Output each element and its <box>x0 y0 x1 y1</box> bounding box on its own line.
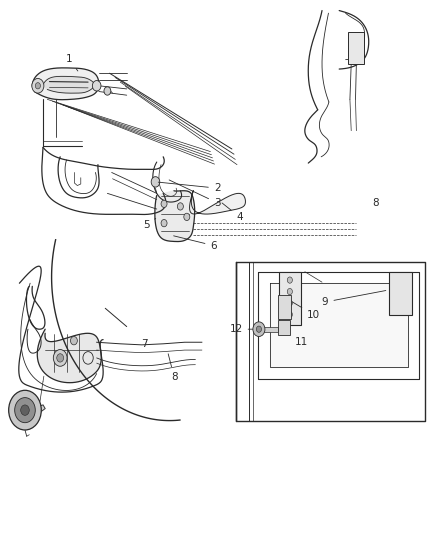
Text: 4: 4 <box>222 203 243 222</box>
Text: 8: 8 <box>373 198 379 208</box>
Polygon shape <box>270 283 408 367</box>
Circle shape <box>57 354 64 362</box>
Circle shape <box>287 288 293 295</box>
Circle shape <box>287 277 293 283</box>
Polygon shape <box>155 191 194 241</box>
Circle shape <box>161 220 167 227</box>
Polygon shape <box>32 68 99 100</box>
Circle shape <box>9 390 41 430</box>
Polygon shape <box>36 405 45 411</box>
Circle shape <box>15 398 35 423</box>
Text: 6: 6 <box>173 236 217 251</box>
Circle shape <box>32 78 44 93</box>
Circle shape <box>177 203 184 210</box>
Polygon shape <box>43 76 95 93</box>
Circle shape <box>287 300 293 306</box>
Bar <box>260 327 278 332</box>
Polygon shape <box>37 329 101 383</box>
Circle shape <box>184 213 190 221</box>
Bar <box>389 272 412 314</box>
Bar <box>278 295 291 319</box>
Bar <box>279 272 300 325</box>
Text: 1: 1 <box>65 54 78 71</box>
Text: 10: 10 <box>292 302 320 320</box>
Text: 3: 3 <box>169 180 220 208</box>
Circle shape <box>35 83 40 89</box>
Circle shape <box>253 322 265 336</box>
Polygon shape <box>190 191 245 214</box>
Text: 9: 9 <box>322 290 386 307</box>
Circle shape <box>256 326 261 332</box>
Circle shape <box>21 405 29 415</box>
Circle shape <box>53 350 67 366</box>
Text: 8: 8 <box>168 354 177 382</box>
Text: 5: 5 <box>143 219 156 230</box>
Text: 11: 11 <box>288 331 308 347</box>
Bar <box>278 320 290 335</box>
Circle shape <box>104 87 111 95</box>
Circle shape <box>71 336 78 345</box>
Text: 7: 7 <box>141 339 148 349</box>
Circle shape <box>161 200 167 207</box>
Bar <box>348 33 364 64</box>
Circle shape <box>92 80 101 91</box>
Text: 2: 2 <box>158 182 220 193</box>
Circle shape <box>287 311 293 318</box>
Text: 12: 12 <box>230 324 256 334</box>
Circle shape <box>151 176 160 187</box>
